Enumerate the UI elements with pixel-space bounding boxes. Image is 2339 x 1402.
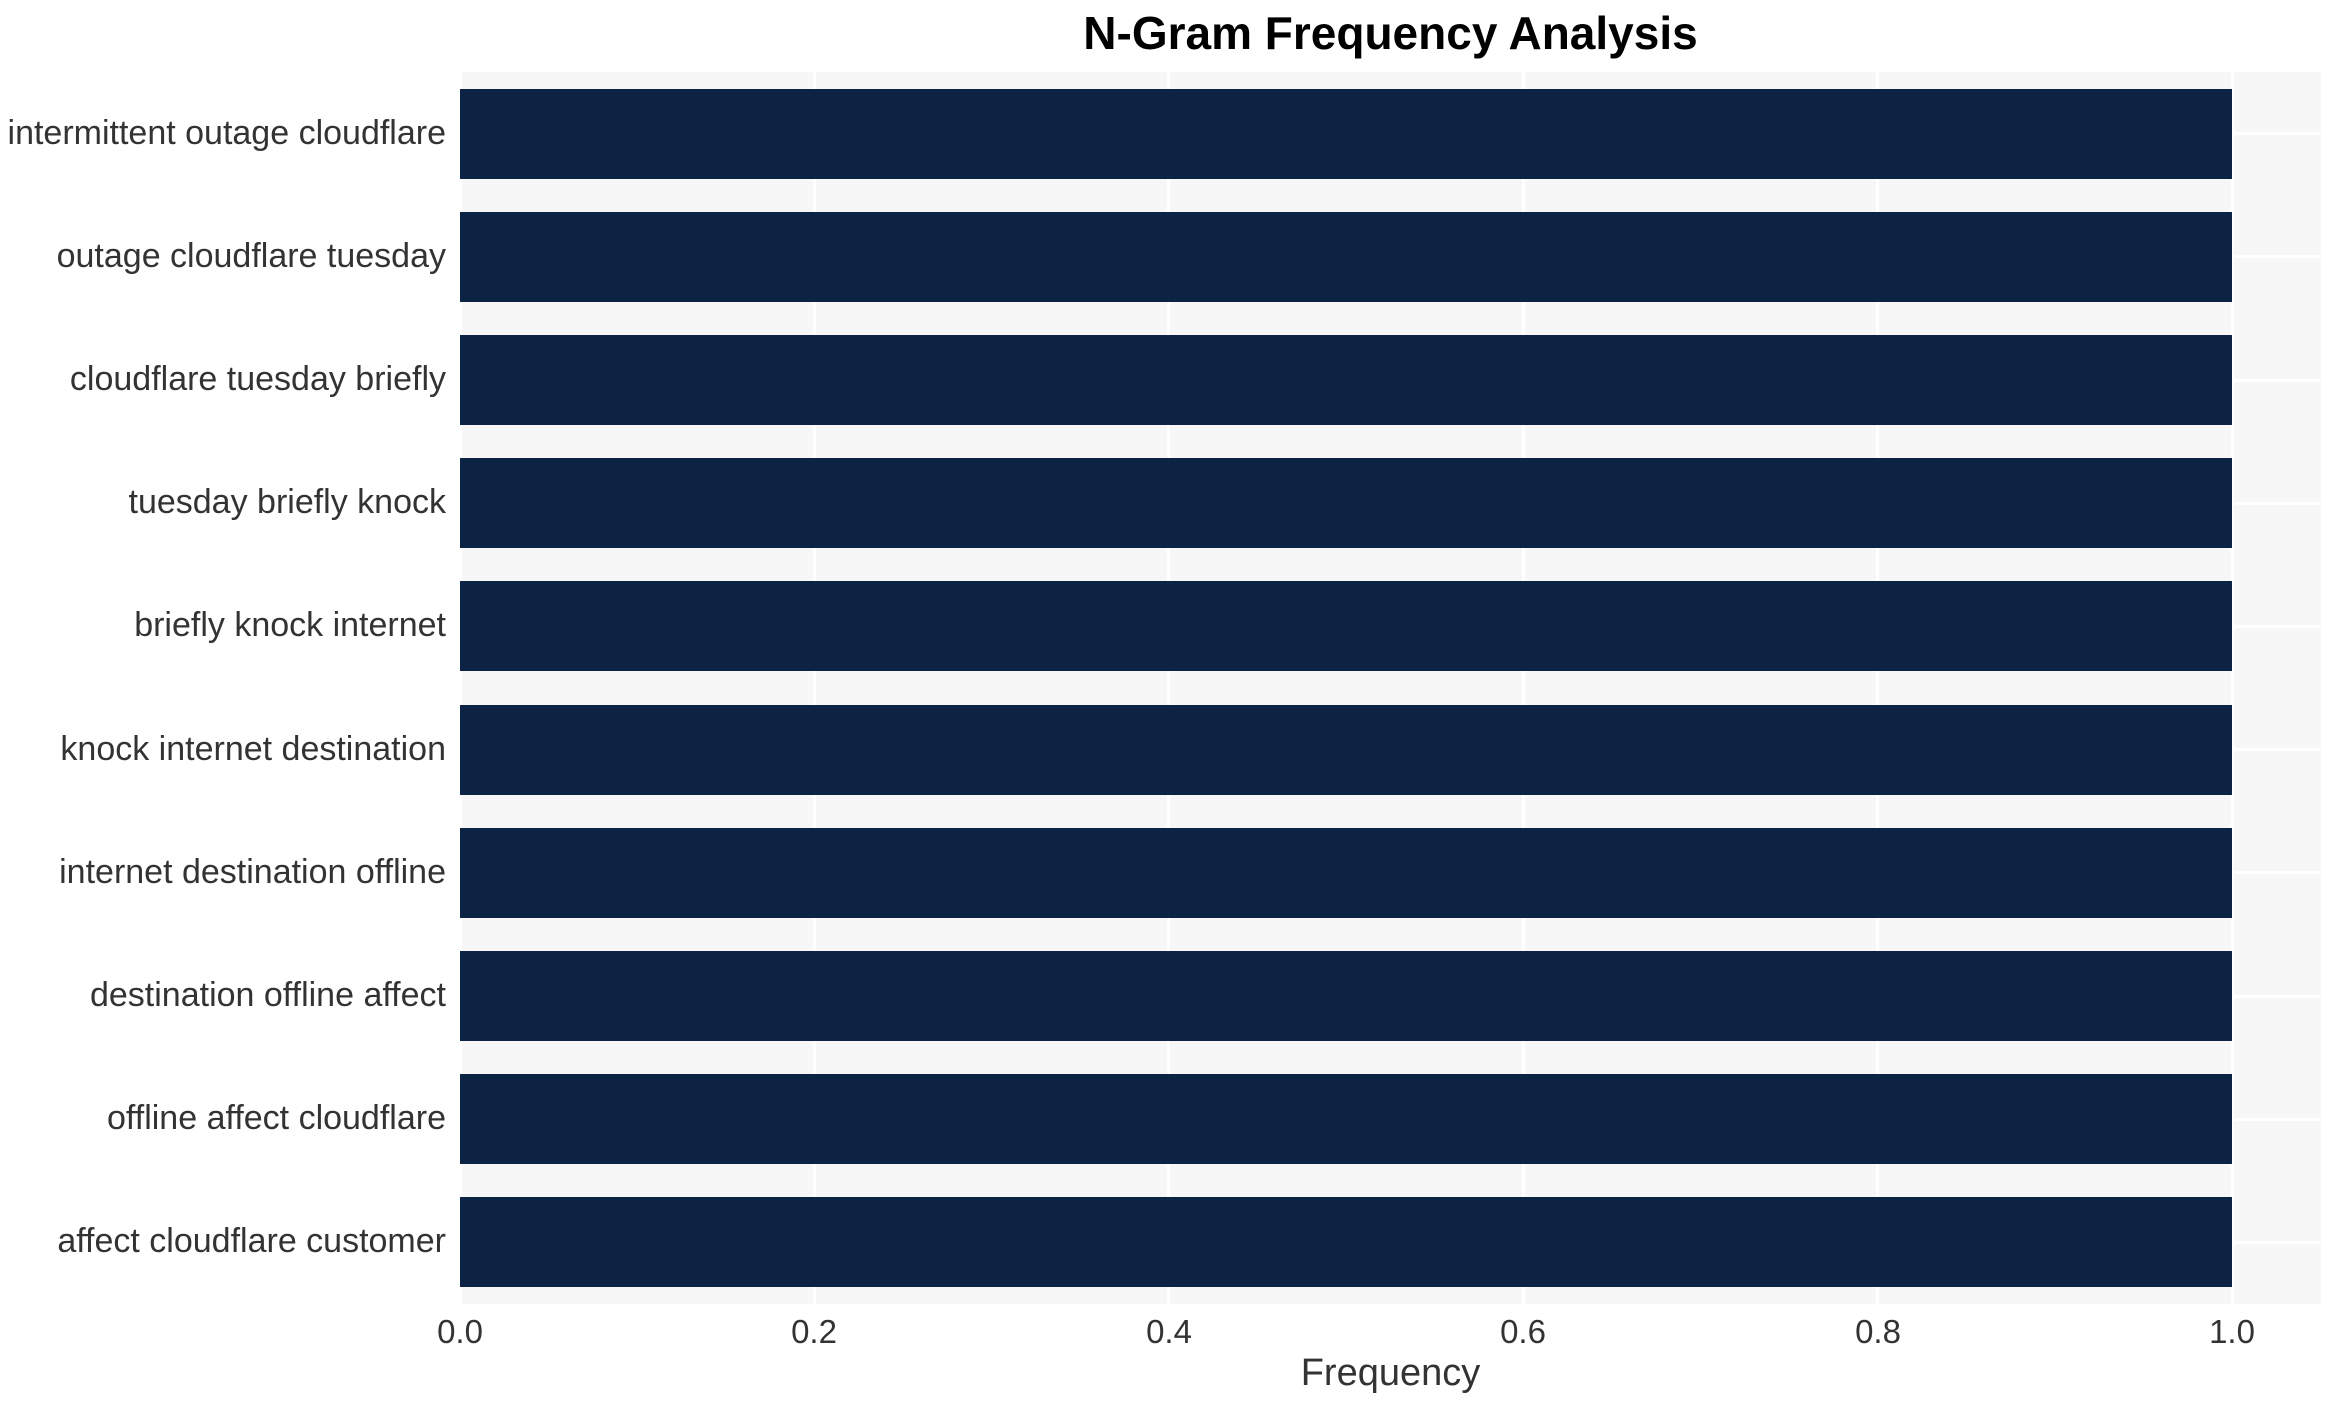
x-tick-label: 0.4 [1146,1313,1192,1350]
y-tick-label: briefly knock internet [134,606,446,644]
y-tick-label: cloudflare tuesday briefly [69,360,446,398]
bar [460,89,2232,179]
y-tick-label: tuesday briefly knock [128,483,447,521]
grid-line-vertical [813,72,816,1304]
bar [460,458,2232,548]
x-tick-label: 0.0 [437,1313,483,1350]
bar [460,828,2232,918]
x-tick-label: 0.2 [791,1313,837,1350]
grid-line-vertical [1167,72,1170,1304]
grid-line-vertical [1876,72,1879,1304]
bar [460,1197,2232,1287]
x-tick-label: 0.8 [1855,1313,1901,1350]
y-tick-label: outage cloudflare tuesday [56,237,446,275]
x-tick-label: 1.0 [2209,1313,2255,1350]
bar [460,705,2232,795]
y-tick-label: destination offline affect [89,976,446,1014]
x-tick-label: 0.6 [1500,1313,1546,1350]
bar [460,1074,2232,1164]
grid-line-vertical [1522,72,1525,1304]
bar [460,335,2232,425]
grid-line-vertical [459,72,462,1304]
grid-line-vertical [2231,72,2234,1304]
y-tick-label: internet destination offline [59,853,446,891]
y-tick-label: knock internet destination [60,730,446,768]
bar [460,212,2232,302]
x-axis-label: Frequency [1300,1352,1481,1394]
bar [460,581,2232,671]
chart-title: N-Gram Frequency Analysis [1083,7,1698,59]
y-tick-label: offline affect cloudflare [107,1099,446,1137]
bar [460,951,2232,1041]
plot-area [459,72,2321,1304]
y-tick-label: intermittent outage cloudflare [7,114,446,152]
y-tick-label: affect cloudflare customer [57,1222,446,1260]
